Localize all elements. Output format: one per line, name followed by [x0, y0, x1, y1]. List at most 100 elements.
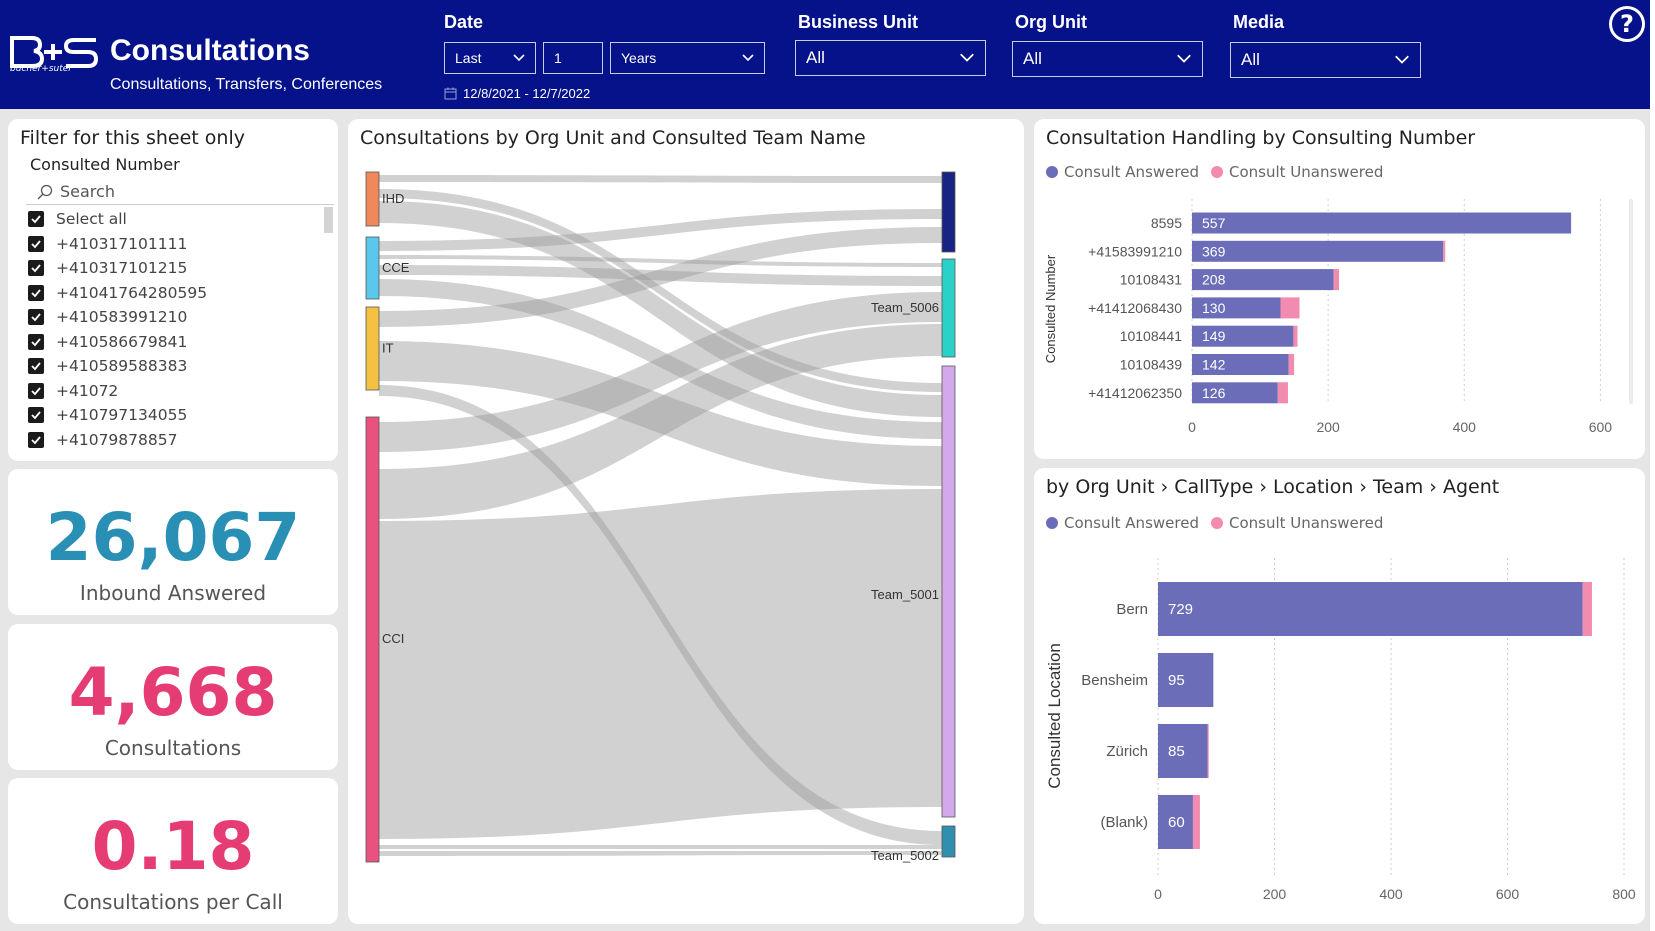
sankey-link[interactable]	[379, 324, 942, 519]
x-tick-label: 200	[1263, 886, 1287, 902]
sankey-link[interactable]	[379, 341, 942, 486]
chart-scrollbar[interactable]	[1629, 199, 1633, 404]
sankey-link[interactable]	[379, 227, 942, 327]
slicer-option[interactable]: +410317101111	[28, 232, 318, 257]
slicer-title: Filter for this sheet only	[20, 127, 245, 149]
legend-dot-unanswered	[1210, 517, 1223, 529]
sankey-link[interactable]	[379, 851, 942, 856]
slicer-option[interactable]: +410797134055	[28, 403, 318, 428]
slicer-option[interactable]: +410586679841	[28, 330, 318, 355]
help-icon[interactable]: ?	[1609, 6, 1645, 42]
sankey-link[interactable]	[379, 385, 942, 845]
bar-answered[interactable]	[1158, 795, 1193, 849]
bar2-title: by Org Unit › CallType › Location › Team…	[1046, 476, 1500, 498]
bar-value-label: 60	[1168, 814, 1185, 831]
bar-answered[interactable]	[1192, 297, 1281, 319]
bar-unanswered[interactable]	[1207, 724, 1209, 778]
slicer-option-label: +41041764280595	[56, 283, 208, 302]
bar-value-label: 126	[1202, 385, 1226, 401]
sankey-link[interactable]	[379, 201, 942, 417]
slicer-search[interactable]: Search	[26, 179, 334, 205]
sankey-link[interactable]	[379, 292, 942, 452]
slicer-option[interactable]: +410583991210	[28, 305, 318, 330]
slicer-list: Select all +410317101111 +410317101215 +410…	[28, 207, 318, 452]
bar-unanswered[interactable]	[1582, 582, 1592, 636]
sankey-target-node[interactable]	[941, 365, 956, 818]
bar-answered[interactable]	[1192, 354, 1289, 375]
checkbox-checked-icon	[28, 260, 44, 277]
x-tick-label: 400	[1379, 886, 1403, 902]
sankey-link[interactable]	[379, 175, 942, 183]
slicer-option[interactable]: +41079878857	[28, 428, 318, 453]
sankey-source-node[interactable]	[365, 306, 380, 391]
business-unit-label: Business Unit	[798, 12, 919, 32]
window-edge	[1650, 0, 1655, 931]
category-label: Bensheim	[1081, 672, 1148, 689]
slicer-option-label: Select all	[56, 210, 127, 229]
bar-answered[interactable]	[1192, 269, 1334, 291]
bar-unanswered[interactable]	[1277, 382, 1288, 404]
kpi-per-call-card: 0.18 Consultations per Call	[8, 778, 338, 924]
bar-answered[interactable]	[1158, 582, 1583, 636]
org-unit-dropdown[interactable]: All	[1012, 41, 1203, 77]
slicer-option[interactable]: +41072	[28, 379, 318, 404]
bar-unanswered[interactable]	[1192, 795, 1200, 849]
bar-unanswered[interactable]	[1288, 354, 1295, 375]
bar-unanswered[interactable]	[1280, 297, 1300, 319]
bar-value-label: 130	[1202, 300, 1226, 316]
media-dropdown[interactable]: All	[1230, 42, 1421, 78]
date-unit-dropdown[interactable]: Years	[610, 42, 765, 74]
bar1-title: Consultation Handling by Consulting Numb…	[1046, 127, 1476, 149]
slicer-select-all[interactable]: Select all	[28, 207, 318, 232]
bar-answered[interactable]	[1192, 240, 1444, 262]
x-tick-label: 0	[1154, 886, 1162, 902]
sankey-source-node[interactable]	[365, 171, 380, 227]
bar-value-label: 729	[1168, 601, 1193, 618]
slicer-option[interactable]: +41041764280595	[28, 281, 318, 306]
bar-unanswered[interactable]	[1333, 269, 1340, 291]
business-unit-dropdown[interactable]: All	[795, 40, 986, 76]
category-label: Bern	[1116, 601, 1148, 618]
sankey-link[interactable]	[379, 255, 942, 267]
sankey-target-node[interactable]	[941, 825, 956, 858]
logo-text: bucher+suter	[10, 64, 73, 74]
sankey-link[interactable]	[379, 489, 942, 839]
sankey-target-label: Team_5001	[871, 587, 939, 602]
x-tick-label: 400	[1453, 419, 1477, 435]
sankey-link[interactable]	[379, 189, 942, 392]
sankey-link[interactable]	[379, 845, 942, 849]
sankey-target-node[interactable]	[941, 258, 956, 358]
bar-answered[interactable]	[1192, 325, 1294, 347]
sankey-title: Consultations by Org Unit and Consulted …	[360, 127, 866, 149]
sankey-target-label: Team_5002	[871, 848, 939, 863]
category-label: 10108431	[1120, 272, 1183, 288]
bar-unanswered[interactable]	[1293, 325, 1298, 347]
bar-value-label: 149	[1202, 328, 1226, 344]
x-tick-label: 200	[1316, 419, 1340, 435]
sankey-link[interactable]	[379, 265, 942, 286]
sankey-source-node[interactable]	[365, 236, 380, 300]
bar2-chart: 0 200 400 600 800 Consulted Location Bern 729 Be…	[1045, 558, 1636, 902]
bar-unanswered[interactable]	[1443, 240, 1446, 262]
slicer-scrollbar[interactable]	[324, 207, 333, 233]
slicer-option-label: +41079878857	[56, 430, 178, 449]
date-filter-label: Date	[444, 12, 484, 32]
slicer-option[interactable]: +410317101215	[28, 256, 318, 281]
bar-answered[interactable]	[1158, 724, 1208, 778]
sankey-target-node[interactable]	[941, 171, 956, 253]
y-axis-title: Consulted Number	[1043, 254, 1058, 363]
legend-unanswered: Consult Unanswered	[1228, 514, 1384, 532]
sankey-source-node[interactable]	[365, 416, 380, 863]
date-relative-dropdown[interactable]: Last	[444, 42, 536, 74]
category-label: 10108441	[1120, 328, 1183, 344]
bar-value-label: 208	[1202, 272, 1226, 288]
bar-answered[interactable]	[1192, 382, 1278, 404]
sankey-link[interactable]	[379, 279, 942, 439]
bar-answered[interactable]	[1158, 653, 1214, 707]
date-count-input[interactable]	[543, 42, 603, 74]
sankey-source-label: IT	[382, 341, 394, 356]
sankey-link[interactable]	[379, 209, 942, 251]
slicer-option[interactable]: +410589588383	[28, 354, 318, 379]
bar-answered[interactable]	[1192, 212, 1572, 234]
checkbox-checked-icon	[28, 382, 44, 399]
